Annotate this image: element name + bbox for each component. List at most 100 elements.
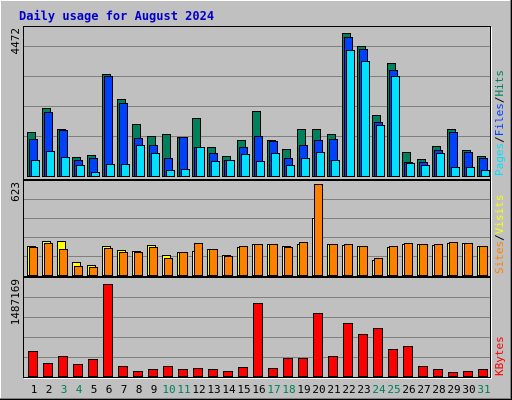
bar-sites-day-5 xyxy=(89,267,98,276)
bar-kbytes-day-25 xyxy=(388,349,398,377)
bar-pages-day-28 xyxy=(436,153,445,177)
day-label-3: 3 xyxy=(61,383,68,396)
day-label-12: 12 xyxy=(192,383,205,396)
bar-sites-day-12 xyxy=(194,243,203,276)
legend-hits-files-pages: Pages/Files/Hits xyxy=(493,70,506,176)
bar-pages-day-15 xyxy=(241,154,250,177)
bar-sites-day-26 xyxy=(404,243,413,276)
bar-pages-day-31 xyxy=(481,170,490,177)
scale-label-kbytes: 1487169 xyxy=(9,279,22,325)
bar-sites-day-25 xyxy=(389,246,398,276)
bar-files-day-6 xyxy=(104,76,113,177)
scale-label-hits: 4472 xyxy=(9,28,22,55)
bar-pages-day-8 xyxy=(136,145,145,177)
legend-sites: Sites xyxy=(493,241,506,274)
bar-sites-day-8 xyxy=(134,252,143,276)
day-label-28: 28 xyxy=(432,383,445,396)
bar-kbytes-day-12 xyxy=(193,368,203,377)
bar-kbytes-day-2 xyxy=(43,363,53,377)
bar-pages-day-29 xyxy=(451,167,460,177)
day-label-2: 2 xyxy=(46,383,53,396)
bar-kbytes-day-6 xyxy=(103,284,113,377)
bar-sites-day-19 xyxy=(299,242,308,276)
bar-sites-day-20 xyxy=(314,184,323,276)
legend-files: Files xyxy=(493,103,506,136)
bar-pages-day-25 xyxy=(391,76,400,177)
bar-pages-day-4 xyxy=(76,165,85,177)
scale-label-visits: 623 xyxy=(9,182,22,202)
bar-pages-day-20 xyxy=(316,152,325,177)
bar-pages-day-17 xyxy=(271,153,280,177)
bar-kbytes-day-28 xyxy=(433,369,443,377)
day-label-7: 7 xyxy=(121,383,128,396)
bar-kbytes-day-27 xyxy=(418,366,428,377)
bar-kbytes-day-24 xyxy=(373,328,383,377)
bar-kbytes-day-26 xyxy=(403,346,413,377)
day-label-30: 30 xyxy=(462,383,475,396)
day-label-21: 21 xyxy=(327,383,340,396)
bar-pages-day-26 xyxy=(406,163,415,177)
bar-pages-day-30 xyxy=(466,167,475,177)
bar-kbytes-day-10 xyxy=(163,366,173,377)
bar-pages-day-6 xyxy=(106,164,115,177)
bar-sites-day-1 xyxy=(29,247,38,276)
bar-sites-day-2 xyxy=(44,243,53,276)
day-label-10: 10 xyxy=(162,383,175,396)
day-label-16: 16 xyxy=(252,383,265,396)
legend-visits: Visits xyxy=(493,195,506,235)
bar-sites-day-15 xyxy=(239,246,248,276)
bar-sites-day-10 xyxy=(164,258,173,276)
day-label-15: 15 xyxy=(237,383,250,396)
bar-kbytes-day-3 xyxy=(58,356,68,377)
bar-pages-day-27 xyxy=(421,165,430,177)
day-label-31: 31 xyxy=(477,383,490,396)
bar-pages-day-24 xyxy=(376,125,385,177)
hits-files-pages-bars xyxy=(27,33,490,177)
bar-pages-day-7 xyxy=(121,164,130,177)
day-label-1: 1 xyxy=(31,383,38,396)
bar-kbytes-day-30 xyxy=(463,371,473,377)
bar-pages-day-2 xyxy=(46,151,55,177)
bar-kbytes-day-29 xyxy=(448,372,458,377)
bar-sites-day-16 xyxy=(254,244,263,276)
bar-sites-day-6 xyxy=(104,248,113,276)
bar-kbytes-day-19 xyxy=(298,358,308,377)
bar-pages-day-22 xyxy=(346,50,355,177)
bar-sites-day-27 xyxy=(419,244,428,276)
bar-pages-day-5 xyxy=(91,172,100,177)
day-label-20: 20 xyxy=(312,383,325,396)
legend-sep-3: / xyxy=(493,234,506,241)
panel-hits-files-pages xyxy=(23,26,492,181)
bar-kbytes-day-9 xyxy=(148,369,158,377)
legend-visits-sites: Sites/Visits xyxy=(493,195,506,275)
day-label-6: 6 xyxy=(106,383,113,396)
bar-sites-day-24 xyxy=(374,258,383,276)
day-label-8: 8 xyxy=(136,383,143,396)
day-labels: 1 2 3 4 5 6 7 8 9 10 11 12 13 14 15 16 17 18 19 20 21 22 23 24 2… xyxy=(31,383,491,396)
bar-sites-day-7 xyxy=(119,252,128,276)
bar-pages-day-11 xyxy=(181,169,190,177)
bar-kbytes-day-8 xyxy=(133,371,143,377)
bar-pages-day-19 xyxy=(301,158,310,177)
day-label-17: 17 xyxy=(267,383,280,396)
bar-kbytes-day-11 xyxy=(178,369,188,377)
bar-kbytes-day-23 xyxy=(358,334,368,377)
day-label-11: 11 xyxy=(177,383,190,396)
bar-sites-day-21 xyxy=(329,244,338,276)
day-label-23: 23 xyxy=(357,383,370,396)
panel-kbytes xyxy=(23,277,492,379)
day-label-22: 22 xyxy=(342,383,355,396)
day-label-4: 4 xyxy=(76,383,83,396)
day-label-29: 29 xyxy=(447,383,460,396)
bar-kbytes-day-16 xyxy=(253,303,263,377)
day-label-18: 18 xyxy=(282,383,295,396)
bar-pages-day-10 xyxy=(166,170,175,177)
day-label-14: 14 xyxy=(222,383,236,396)
bar-sites-day-17 xyxy=(269,244,278,276)
bar-kbytes-day-13 xyxy=(208,369,218,377)
bar-kbytes-day-5 xyxy=(88,359,98,377)
day-label-25: 25 xyxy=(387,383,400,396)
bar-sites-day-4 xyxy=(74,266,83,276)
bar-kbytes-day-31 xyxy=(478,369,488,377)
bar-sites-day-28 xyxy=(434,244,443,276)
